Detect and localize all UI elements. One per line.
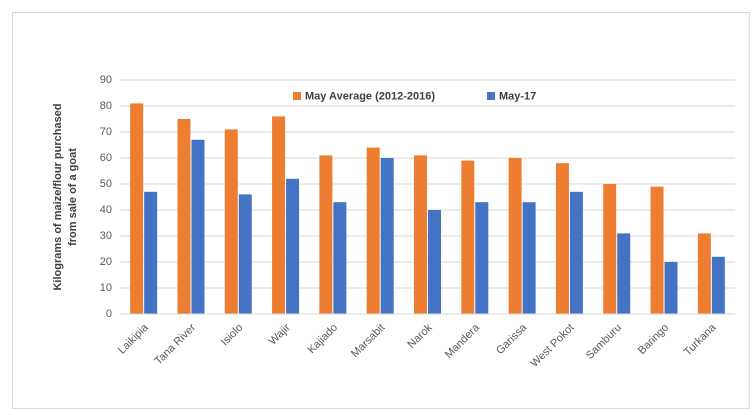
bar bbox=[461, 160, 475, 314]
bar bbox=[569, 191, 583, 314]
y-axis-title: Kilograms of maize/flour purchased from … bbox=[52, 103, 79, 290]
y-tick-label: 20 bbox=[100, 256, 112, 268]
bar bbox=[319, 155, 333, 314]
y-axis-title-line: Kilograms of maize/flour purchased bbox=[52, 103, 64, 290]
bar bbox=[475, 202, 489, 314]
legend-swatch bbox=[293, 92, 301, 100]
bar bbox=[224, 129, 238, 314]
bar bbox=[711, 256, 725, 314]
y-tick-label: 30 bbox=[100, 230, 112, 242]
y-tick-label: 80 bbox=[100, 100, 112, 112]
bar bbox=[508, 158, 522, 314]
bar bbox=[414, 155, 427, 314]
bar bbox=[333, 202, 347, 314]
bar bbox=[191, 139, 205, 314]
y-tick-label: 40 bbox=[100, 204, 112, 216]
legend-label: May Average (2012-2016) bbox=[305, 90, 435, 102]
bar bbox=[380, 158, 394, 314]
y-tick-label: 90 bbox=[100, 74, 112, 86]
y-tick-label: 50 bbox=[100, 178, 112, 190]
bar bbox=[238, 194, 252, 314]
bar bbox=[603, 184, 617, 314]
legend-label: May-17 bbox=[499, 90, 536, 102]
bar bbox=[130, 103, 144, 315]
legend-swatch bbox=[487, 92, 495, 100]
bar bbox=[697, 233, 711, 314]
bar bbox=[272, 116, 286, 315]
bar bbox=[664, 262, 678, 314]
bar bbox=[650, 186, 664, 314]
bar bbox=[555, 163, 569, 314]
bar bbox=[522, 202, 536, 314]
bar bbox=[366, 147, 380, 314]
bar bbox=[286, 178, 300, 314]
y-tick-label: 70 bbox=[100, 126, 112, 138]
bar bbox=[144, 191, 158, 314]
bar bbox=[428, 210, 441, 314]
y-tick-label: 0 bbox=[106, 308, 112, 320]
y-tick-label: 10 bbox=[100, 282, 112, 294]
bar bbox=[617, 233, 631, 314]
bar bbox=[177, 119, 191, 314]
y-axis-title-line: from sale of a goat bbox=[67, 148, 79, 246]
y-tick-label: 60 bbox=[100, 152, 112, 164]
